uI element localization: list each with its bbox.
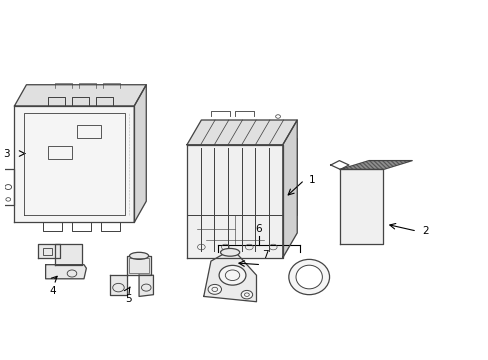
Polygon shape bbox=[39, 243, 60, 258]
Polygon shape bbox=[110, 275, 127, 294]
Polygon shape bbox=[127, 256, 151, 275]
Text: 5: 5 bbox=[125, 294, 132, 304]
Polygon shape bbox=[55, 243, 81, 265]
Ellipse shape bbox=[220, 248, 239, 256]
Text: 4: 4 bbox=[49, 286, 56, 296]
Text: 6: 6 bbox=[255, 224, 262, 234]
Polygon shape bbox=[186, 145, 282, 258]
Polygon shape bbox=[134, 85, 146, 222]
Ellipse shape bbox=[288, 259, 329, 294]
Circle shape bbox=[241, 291, 252, 299]
Circle shape bbox=[219, 265, 245, 285]
Text: 2: 2 bbox=[421, 226, 427, 236]
Polygon shape bbox=[340, 161, 411, 170]
Text: 1: 1 bbox=[308, 175, 315, 185]
Text: 7: 7 bbox=[262, 250, 268, 260]
Bar bbox=[77, 125, 101, 138]
Ellipse shape bbox=[295, 265, 322, 289]
Bar bbox=[129, 258, 148, 274]
Text: 3: 3 bbox=[3, 149, 10, 158]
Polygon shape bbox=[15, 106, 134, 222]
Circle shape bbox=[208, 284, 221, 294]
Polygon shape bbox=[282, 120, 297, 258]
Bar bbox=[43, 248, 52, 255]
Polygon shape bbox=[45, 265, 86, 279]
Ellipse shape bbox=[129, 252, 148, 259]
Polygon shape bbox=[340, 170, 383, 243]
Bar bbox=[48, 147, 72, 159]
Polygon shape bbox=[139, 275, 153, 296]
Polygon shape bbox=[186, 120, 297, 145]
Polygon shape bbox=[203, 249, 256, 302]
Polygon shape bbox=[15, 85, 146, 106]
